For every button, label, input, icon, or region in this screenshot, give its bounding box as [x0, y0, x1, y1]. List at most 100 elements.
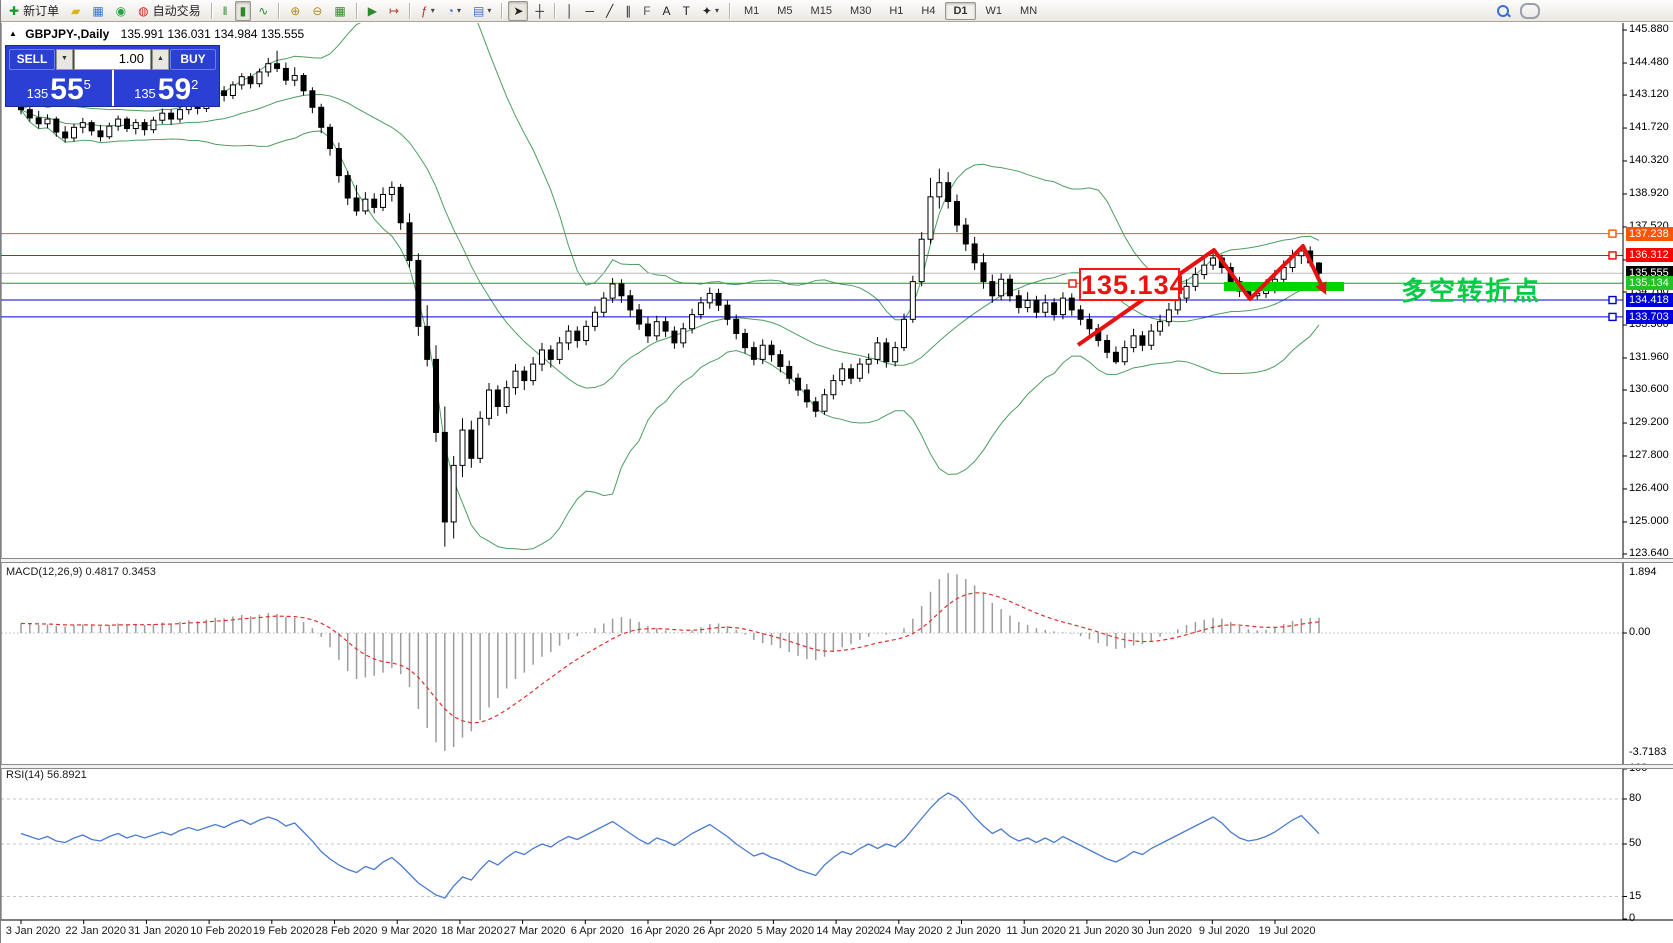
line-drag-handle[interactable]: [1608, 295, 1617, 305]
zoom-out-button[interactable]: ⊖: [307, 1, 327, 21]
date-label[interactable]: 18 Mar 2020: [441, 925, 503, 937]
channel-icon: ∥: [625, 3, 632, 18]
trendline-button[interactable]: ╱: [601, 1, 618, 21]
volume-input[interactable]: 1.00: [74, 48, 151, 70]
date-label[interactable]: 26 Apr 2020: [693, 925, 753, 937]
rsi-line: [20, 792, 1320, 899]
price-tick-label: 130.600: [1629, 383, 1669, 395]
price-callout-box[interactable]: 135.134: [1079, 268, 1186, 301]
indicators-button[interactable]: ƒ ▾: [416, 1, 440, 21]
date-label[interactable]: 30 Jun 2020: [1131, 925, 1192, 937]
support-zone-highlight[interactable]: [1224, 282, 1344, 291]
dropdown-arrow-icon[interactable]: ▾: [457, 6, 462, 15]
price-line-label: 137.238: [1626, 226, 1673, 241]
dropdown-arrow-icon[interactable]: ▾: [714, 6, 719, 15]
vertical-line-button[interactable]: │: [561, 1, 579, 21]
tile-windows-button[interactable]: ▦: [329, 1, 350, 21]
line-chart-button[interactable]: ∿: [253, 1, 273, 21]
candle-body: [150, 119, 157, 131]
line-drag-handle[interactable]: [1608, 251, 1617, 260]
timeframe-button-m30[interactable]: M30: [849, 4, 872, 17]
sell-price[interactable]: 135 55 5: [26, 73, 91, 106]
buy-button[interactable]: BUY: [170, 48, 216, 70]
turning-point-note[interactable]: 多空转折点: [1401, 277, 1542, 306]
date-label[interactable]: 16 Apr 2020: [630, 925, 690, 937]
chart-title-bar: ▲ GBPJPY-,Daily 135.991 136.031 134.984 …: [9, 27, 304, 41]
candle-body: [856, 363, 863, 379]
signal-button[interactable]: ◉: [111, 1, 131, 21]
collapse-icon[interactable]: ▲: [9, 29, 17, 38]
timeframe-button-m1[interactable]: M1: [743, 4, 760, 17]
date-label[interactable]: 22 Jan 2020: [65, 925, 126, 937]
auto-trading-button[interactable]: ◍ 自动交易: [133, 1, 206, 21]
date-label[interactable]: 19 Feb 2020: [252, 925, 315, 937]
line-chart-icon: ∿: [258, 3, 269, 18]
crosshair-button[interactable]: ┼: [530, 1, 549, 21]
dropdown-arrow-icon[interactable]: ▾: [487, 6, 492, 15]
timeframe-button-d1[interactable]: D1: [945, 1, 976, 20]
date-label[interactable]: 21 Jun 2020: [1068, 925, 1130, 937]
chat-icon[interactable]: [1520, 2, 1540, 19]
channel-button[interactable]: ∥: [620, 1, 636, 21]
date-label[interactable]: 19 Jul 2020: [1258, 925, 1316, 937]
search-icon[interactable]: [1496, 4, 1511, 18]
fibonacci-button[interactable]: F: [638, 1, 655, 21]
timeframe-button-h1[interactable]: H1: [889, 4, 904, 17]
candle-body: [132, 122, 139, 129]
candlestick-button[interactable]: ▮: [234, 0, 252, 21]
date-label[interactable]: 27 Mar 2020: [503, 925, 566, 937]
timeframe-button-m15[interactable]: M15: [810, 4, 832, 17]
buy-price[interactable]: 135 59 2: [134, 73, 199, 106]
new-order-button-label: 新订单: [23, 4, 60, 18]
highlighter-button[interactable]: ▰: [66, 1, 85, 21]
bar-chart-button[interactable]: ‖: [218, 1, 233, 21]
periods-button[interactable]: ◔ ▾: [442, 1, 466, 21]
date-label[interactable]: 11 Jun 2020: [1006, 925, 1067, 937]
cursor-button[interactable]: ➤: [508, 0, 529, 21]
date-label[interactable]: 28 Feb 2020: [315, 925, 378, 937]
timeframe-button-h4[interactable]: H4: [921, 4, 936, 17]
date-label[interactable]: 9 Jul 2020: [1198, 925, 1250, 937]
candle-body: [141, 122, 148, 131]
timeframe-button-mn[interactable]: MN: [1020, 4, 1038, 17]
dropdown-arrow-icon[interactable]: ▾: [430, 6, 435, 15]
candle-body: [344, 175, 351, 199]
bollinger-band-line: [20, 109, 1320, 551]
candle-body: [1006, 278, 1013, 297]
templates-button[interactable]: ▤ ▾: [468, 1, 496, 21]
date-label[interactable]: 10 Feb 2020: [190, 925, 252, 937]
callout-drag-handle[interactable]: [1068, 279, 1077, 288]
date-label[interactable]: 3 Jan 2020: [5, 925, 61, 937]
candle-body: [953, 201, 960, 226]
candle-body: [1051, 302, 1058, 316]
auto-scroll-button[interactable]: ▶: [363, 1, 382, 21]
panel-splitter[interactable]: [1, 764, 1673, 769]
date-label[interactable]: 31 Jan 2020: [128, 925, 189, 937]
date-label[interactable]: 6 Apr 2020: [570, 925, 624, 937]
timeframe-button-w1[interactable]: W1: [985, 4, 1003, 17]
chart-window-button[interactable]: ▦: [87, 1, 108, 21]
line-drag-handle[interactable]: [1608, 312, 1617, 322]
new-order-button[interactable]: ✚ 新订单: [4, 1, 64, 21]
date-label[interactable]: 9 Mar 2020: [381, 925, 438, 937]
date-label[interactable]: 2 Jun 2020: [946, 925, 1001, 937]
horizontal-line-button[interactable]: ─: [580, 1, 599, 21]
text-button[interactable]: A: [658, 1, 676, 21]
macd-zero-label: 0.00: [1629, 626, 1651, 638]
date-label[interactable]: 5 May 2020: [756, 925, 815, 937]
candle-body: [468, 429, 475, 459]
panel-splitter[interactable]: [1, 558, 1673, 563]
candle-body: [565, 330, 572, 344]
chart-shift-button[interactable]: ↦: [384, 1, 404, 21]
arrows-button[interactable]: ✦ ▾: [697, 1, 724, 21]
zoom-in-button[interactable]: ⊕: [285, 1, 305, 21]
date-label[interactable]: 14 May 2020: [816, 925, 880, 937]
timeframe-button-m5[interactable]: M5: [777, 4, 793, 17]
line-drag-handle[interactable]: [1608, 229, 1617, 238]
text-label-button[interactable]: T: [678, 1, 695, 21]
sell-button[interactable]: SELL: [9, 48, 55, 70]
volume-up-button[interactable]: ▲: [152, 48, 169, 70]
volume-down-button[interactable]: ▼: [56, 48, 73, 70]
date-label[interactable]: 24 May 2020: [878, 925, 943, 937]
